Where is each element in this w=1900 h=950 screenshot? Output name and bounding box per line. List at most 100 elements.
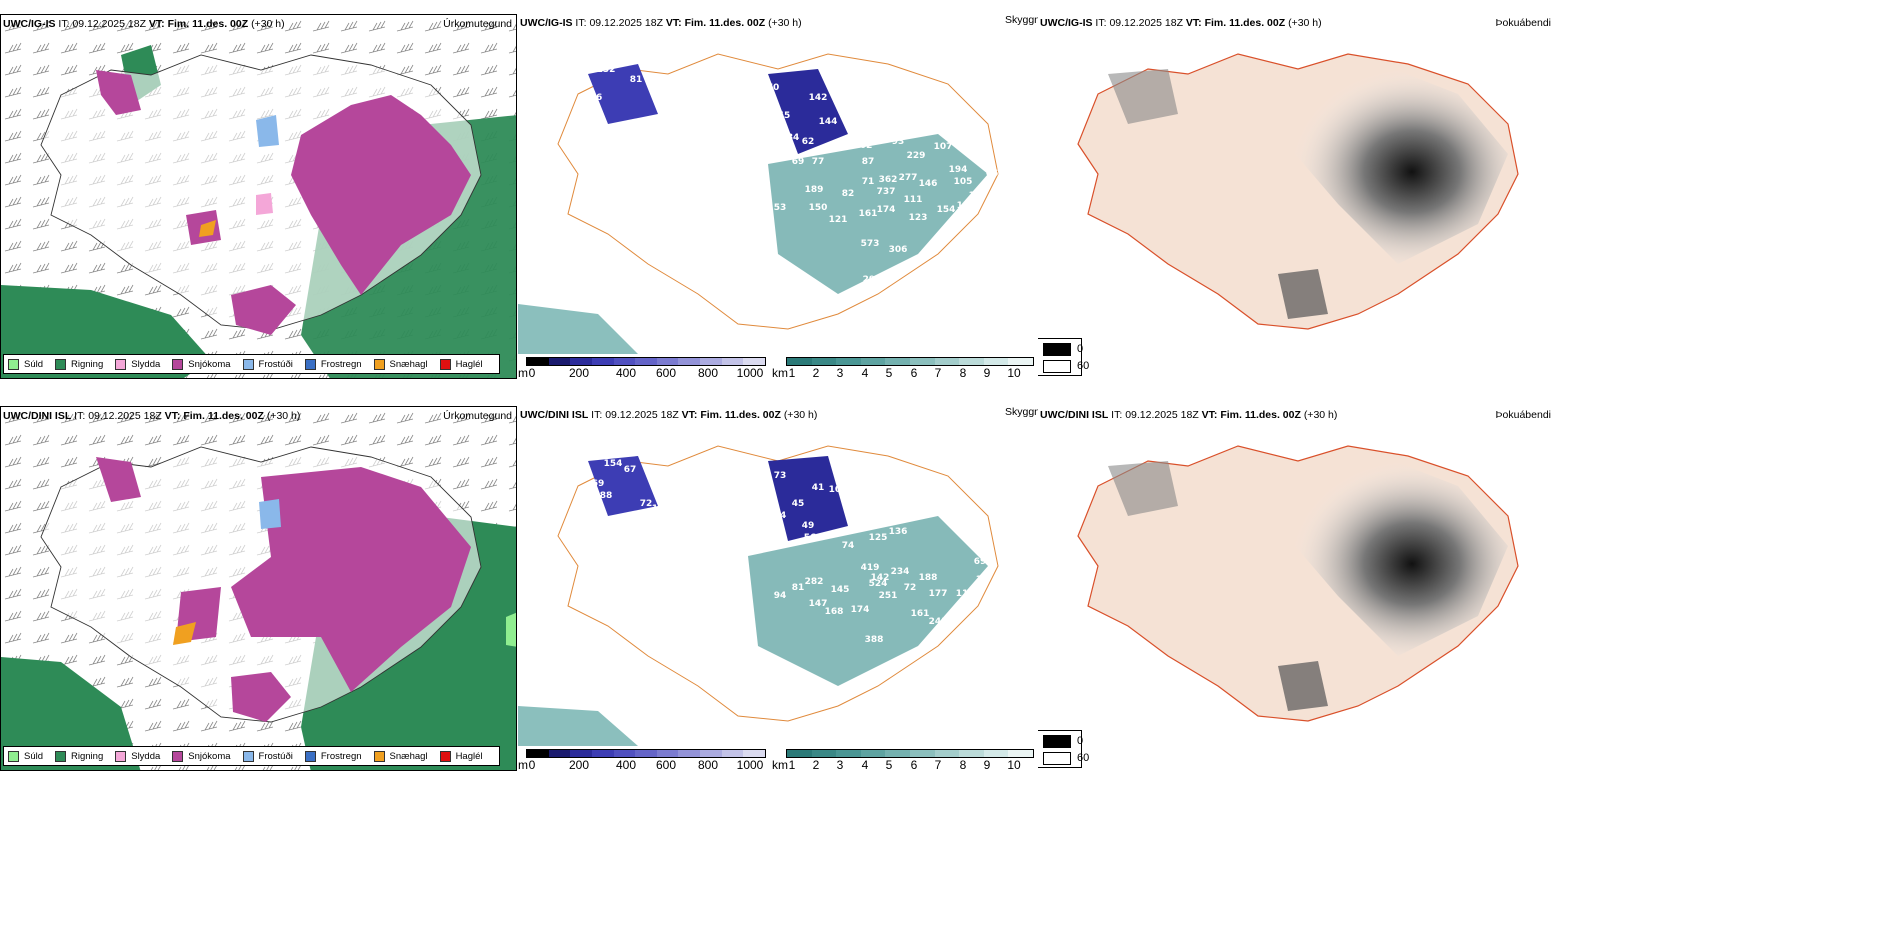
vis-value-label: 66 <box>986 169 999 179</box>
height-tick: 0 <box>528 366 536 379</box>
graupel-area <box>199 220 216 237</box>
legend-item-slydda: Slydda <box>115 358 160 370</box>
vis-value-label: 121 <box>739 297 758 307</box>
vis-tick: 10 <box>1007 758 1021 771</box>
vis-value-label: 81 <box>792 583 805 593</box>
fog-area-east <box>1268 59 1508 264</box>
freezing-drizzle-area <box>256 115 279 147</box>
vis-value-label: 10 <box>976 575 989 585</box>
vis-value-label: 50 <box>767 141 780 151</box>
vis-title-bottom: Skyggni <box>1005 406 1038 418</box>
vis-value-label: 62 <box>802 137 815 147</box>
vis-value-label: 50 <box>767 123 780 133</box>
vis-value-label: 10 <box>652 504 665 514</box>
vis-tick: 3 <box>836 758 844 771</box>
snow-area-south <box>231 672 291 722</box>
vis-value-label: 241 <box>929 617 948 627</box>
vis-value-label: 126 <box>967 147 986 157</box>
vis-value-label: 142 <box>871 573 890 583</box>
vis-value-label: 102 <box>854 141 873 151</box>
vis-value-label: 167 <box>969 191 988 201</box>
vis-value-label: 105 <box>887 481 906 491</box>
precip-map-bottom <box>1 407 516 770</box>
vis-value-label: 251 <box>879 591 898 601</box>
vis-tick: 5 <box>885 366 893 379</box>
height-tick: 1000 <box>736 758 764 771</box>
low-vis-area-east <box>768 134 988 294</box>
vis-value-label: 44 <box>774 511 787 521</box>
vis-value-label: 98 <box>748 691 761 701</box>
snow-area-northeast <box>231 467 471 692</box>
vis-value-label: 306 <box>889 245 908 255</box>
vis-value-label: 93 <box>892 137 905 147</box>
height-unit: m <box>518 758 528 771</box>
mountain-mask-westfjords <box>588 456 658 516</box>
rain-area-south <box>1 657 141 770</box>
snow-area-northeast <box>291 95 471 295</box>
vis-tick: 1 <box>788 366 796 379</box>
vis-value-label: 740 <box>751 285 770 295</box>
vis-value-label: 229 <box>907 151 926 161</box>
legend-item-rigning: Rigning <box>55 750 103 762</box>
legend-item-snjokoma: Snjókoma <box>172 750 231 762</box>
vis-value-label: 113 <box>771 681 790 691</box>
height-tick: 800 <box>697 366 719 379</box>
height-colorbar-bottom: m 0 200 400 600 800 1000 km 1 2 3 4 5 6 … <box>518 749 1038 771</box>
vis-value-label: 56 <box>757 131 770 141</box>
vis-value-label: 97 <box>660 95 673 105</box>
mountain-mask-north <box>768 69 848 154</box>
fog-area-south <box>1278 661 1328 711</box>
vis-value-label: 174 <box>877 205 896 215</box>
vis-tick: 9 <box>983 366 991 379</box>
vis-colorbar-strip <box>786 357 1034 366</box>
vis-value-label: 111 <box>904 195 923 205</box>
vis-tick: 7 <box>934 366 942 379</box>
drizzle-area <box>506 612 516 647</box>
vis-title-top: Skyggni <box>1005 14 1038 26</box>
vis-value-label: 48 <box>762 99 775 109</box>
fog-area-south <box>1278 269 1328 319</box>
low-vis-area-east <box>748 516 988 686</box>
fog-swatch-black <box>1043 735 1071 748</box>
vis-value-label: 102 <box>924 95 943 105</box>
vis-value-label: 8 <box>965 121 971 131</box>
precip-legend-top: Súld Rigning Slydda Snjókoma Frostúði Fr… <box>3 354 500 374</box>
freezing-drizzle-area <box>259 499 281 529</box>
vis-value-label: 262 <box>767 711 786 721</box>
vis-value-label: 147 <box>809 599 828 609</box>
iceland-roads <box>557 445 999 722</box>
fog-legend-top: 0 60 <box>1038 338 1089 376</box>
vis-value-label: 11 <box>956 589 969 599</box>
vis-value-label: 168 <box>825 607 844 617</box>
vis-tick: 2 <box>812 758 820 771</box>
vis-tick: 9 <box>983 758 991 771</box>
vis-panel-top: 104 132 81 86 97 70 48 55 50 142 55 126 134 222 180 145… <box>518 14 1038 379</box>
vis-value-label: 69 <box>974 557 987 567</box>
iceland-roads <box>557 53 999 330</box>
precip-panel-top: UWC/IG-IS IT: 09.12.2025 18Z VT: Fim. 11… <box>0 14 517 379</box>
vis-value-label: 123 <box>909 213 928 223</box>
legend-item-haglel: Haglél <box>439 358 483 370</box>
vis-value-label: 100 <box>764 317 783 327</box>
vis-value-label: 524 <box>869 579 888 589</box>
precip-header-top: UWC/IG-IS IT: 09.12.2025 18Z VT: Fim. 11… <box>3 18 285 30</box>
legend-item-slydda: Slydda <box>115 750 160 762</box>
vis-value-label: 56 <box>842 469 855 479</box>
vis-tick: 10 <box>1007 366 1021 379</box>
height-tick: 600 <box>655 366 677 379</box>
vis-value-label: 120 <box>911 503 930 513</box>
vis-tick: 5 <box>885 758 893 771</box>
fog-label: 60 <box>1077 360 1090 372</box>
legend-item-frostregn: Frostregn <box>304 358 362 370</box>
vis-value-label: 149 <box>869 467 888 477</box>
vis-header-bottom: UWC/DINI ISL IT: 09.12.2025 18Z VT: Fim.… <box>520 409 818 421</box>
snow-area-south <box>231 285 296 335</box>
legend-item-suld: Súld <box>8 750 43 762</box>
vis-value-label: 73 <box>774 471 787 481</box>
height-tick: 0 <box>528 758 536 771</box>
vis-tick: 8 <box>959 366 967 379</box>
vis-value-label: 188 <box>919 573 938 583</box>
vis-value-label: 154 <box>604 459 623 469</box>
mountain-mask-westfjords <box>588 64 658 124</box>
